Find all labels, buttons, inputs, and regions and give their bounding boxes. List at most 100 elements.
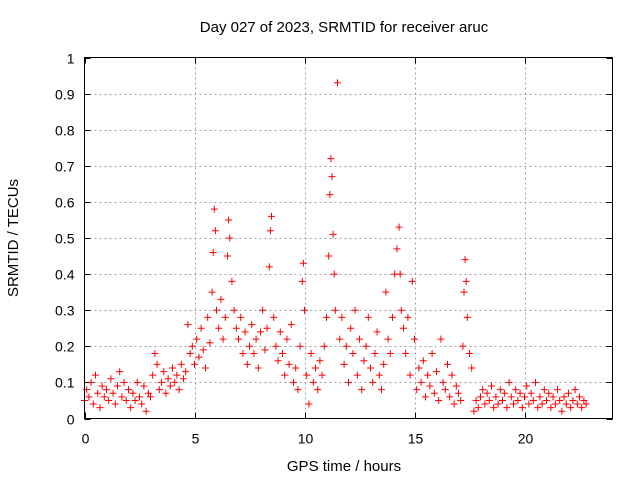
data-point: [261, 346, 269, 354]
data-point: [424, 371, 432, 379]
data-point: [375, 371, 383, 379]
data-point: [191, 360, 198, 368]
data-point: [120, 378, 128, 386]
data-point: [408, 277, 416, 285]
data-point: [543, 396, 550, 404]
data-point: [360, 357, 368, 365]
axis-ticks: 00.10.20.30.40.50.60.70.80.910 5 10 15 20: [55, 51, 613, 447]
data-point: [160, 368, 168, 376]
data-point: [296, 342, 304, 350]
data-point: [536, 393, 544, 401]
data-point: [378, 386, 385, 394]
data-point: [419, 357, 427, 365]
data-point: [305, 400, 313, 408]
data-point: [457, 396, 465, 404]
data-point: [268, 212, 275, 220]
data-point: [371, 350, 379, 358]
data-point: [166, 382, 174, 390]
data-point: [133, 378, 141, 386]
data-point: [329, 230, 337, 238]
data-point: [411, 335, 418, 343]
data-point: [279, 350, 286, 358]
data-point: [510, 400, 517, 408]
data-point: [211, 227, 219, 235]
data-point: [320, 342, 328, 350]
data-point: [485, 396, 493, 404]
y-tick-label: 0.9: [55, 87, 75, 103]
data-point: [455, 389, 462, 397]
data-point: [395, 223, 403, 231]
data-point: [301, 306, 308, 314]
data-point: [263, 324, 271, 332]
data-point: [252, 335, 260, 343]
data-point: [188, 342, 196, 350]
y-axis-title: SRMTID / TECUs: [5, 179, 22, 297]
data-point: [444, 360, 451, 368]
y-tick-label: 0.6: [55, 195, 75, 211]
data-point: [155, 386, 163, 394]
data-point: [479, 386, 487, 394]
data-point: [94, 389, 102, 397]
data-point: [560, 393, 568, 401]
data-point: [177, 360, 185, 368]
data-point: [367, 364, 374, 372]
y-tick-label: 0.2: [55, 339, 75, 355]
data-point: [503, 404, 511, 412]
data-point: [334, 79, 341, 87]
data-point: [237, 313, 245, 321]
data-point: [527, 389, 535, 397]
data-point: [351, 306, 359, 314]
data-point: [125, 386, 132, 394]
data-point: [89, 400, 97, 408]
y-tick-label: 0.3: [55, 303, 75, 319]
data-point: [175, 386, 183, 394]
data-point: [450, 400, 458, 408]
data-point: [217, 295, 225, 303]
data-point: [501, 389, 509, 397]
x-tick-label: 10: [298, 431, 314, 447]
data-point: [512, 386, 520, 394]
data-point: [406, 371, 414, 379]
y-tick-label: 0.4: [55, 267, 75, 283]
data-point: [488, 382, 495, 390]
data-point: [290, 378, 297, 386]
data-point: [259, 306, 267, 314]
data-point: [114, 382, 121, 390]
data-points: [81, 79, 590, 415]
data-point: [562, 400, 570, 408]
data-point: [336, 335, 344, 343]
data-point: [316, 357, 324, 365]
data-point: [266, 227, 274, 235]
data-point: [169, 364, 176, 372]
data-point: [549, 393, 557, 401]
data-point: [514, 396, 522, 404]
data-point: [342, 342, 350, 350]
data-point: [312, 364, 319, 372]
data-point: [294, 386, 302, 394]
data-point: [426, 382, 434, 390]
data-point: [147, 393, 154, 401]
data-point: [340, 360, 348, 368]
data-point: [437, 335, 445, 343]
data-point: [162, 389, 170, 397]
data-point: [204, 313, 212, 321]
data-point: [180, 375, 187, 383]
data-point: [230, 306, 238, 314]
grid-lines: [84, 57, 613, 419]
data-point: [353, 371, 361, 379]
data-point: [516, 389, 524, 397]
data-point: [428, 350, 436, 358]
data-point: [400, 324, 407, 332]
data-point: [303, 371, 311, 379]
data-point: [556, 396, 564, 404]
data-point: [538, 400, 546, 408]
data-point: [314, 386, 322, 394]
x-axis-title: GPS time / hours: [287, 458, 401, 475]
data-point: [393, 245, 401, 253]
data-point: [96, 404, 104, 412]
data-point: [446, 393, 454, 401]
data-point: [281, 371, 289, 379]
data-point: [208, 288, 216, 296]
data-point: [430, 389, 438, 397]
data-point: [545, 389, 553, 397]
